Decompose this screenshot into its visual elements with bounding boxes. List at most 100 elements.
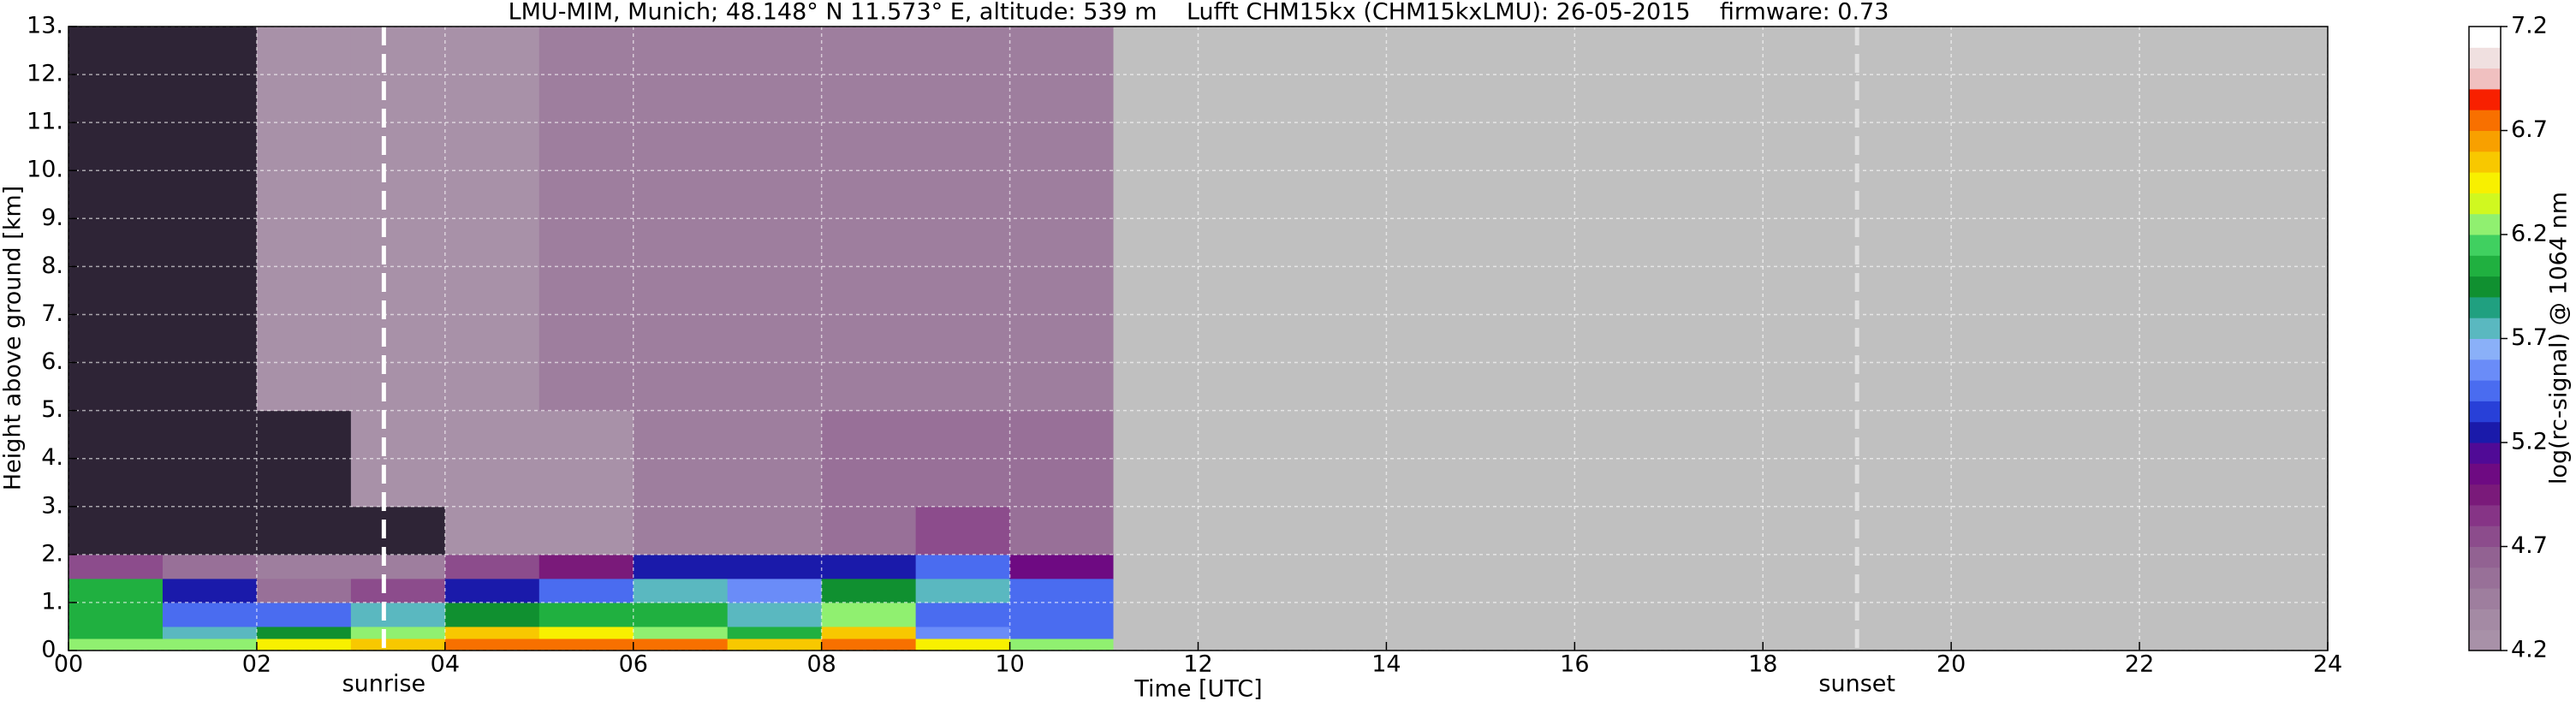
heat-cell — [350, 578, 446, 603]
colorbar-segment — [2469, 443, 2501, 464]
annotation-label: sunset — [1818, 671, 1895, 698]
colorbar-segment — [2469, 318, 2501, 339]
heat-cell — [538, 638, 634, 651]
heat-cell — [915, 578, 1011, 603]
heat-cell — [1009, 506, 1115, 556]
heat-cell — [444, 578, 540, 603]
heat-cell — [256, 578, 352, 603]
heat-cell — [444, 626, 540, 639]
no-data — [1113, 638, 2329, 651]
colorbar-tick-label: 5.7 — [2511, 324, 2548, 351]
heat-cell — [538, 506, 634, 556]
colorbar-segment — [2469, 463, 2501, 485]
x-tick-label: 00 — [54, 651, 83, 678]
heat-cell — [68, 602, 164, 627]
no-data — [1113, 578, 2329, 603]
y-tick-label: 5. — [41, 396, 63, 423]
heat-cell — [633, 506, 729, 556]
heat-cell — [633, 602, 729, 627]
y-tick-label: 13. — [27, 13, 63, 39]
heat-cell — [727, 638, 823, 651]
heat-cell — [821, 638, 917, 651]
colorbar-segment — [2469, 359, 2501, 381]
x-tick-label: 10 — [995, 651, 1024, 678]
colorbar-segment — [2469, 235, 2501, 256]
heat-cell — [821, 626, 917, 639]
heat-cell — [350, 602, 446, 627]
heat-cell — [162, 626, 258, 639]
heat-cell — [821, 506, 917, 556]
heat-cell — [633, 626, 729, 639]
heat-cell — [162, 578, 258, 603]
x-tick-label: 02 — [242, 651, 271, 678]
colorbar-segment — [2469, 193, 2501, 215]
colorbar-tick-label: 4.7 — [2511, 532, 2548, 559]
x-tick-label: 16 — [1560, 651, 1589, 678]
y-tick-label: 3. — [41, 492, 63, 519]
x-tick-label: 08 — [806, 651, 836, 678]
x-tick-label: 12 — [1183, 651, 1212, 678]
heat-cell — [538, 602, 634, 627]
y-tick-label: 12. — [27, 61, 63, 87]
heat-cell — [915, 602, 1011, 627]
no-data — [1113, 506, 2329, 556]
heat-cell — [444, 602, 540, 627]
y-tick-label: 10. — [27, 157, 63, 183]
heat-cell — [68, 626, 164, 639]
colorbar-segment — [2469, 47, 2501, 69]
heat-cell — [727, 626, 823, 639]
heat-cell — [350, 506, 446, 556]
no-data — [1113, 602, 2329, 627]
heat-cell — [915, 626, 1011, 639]
heat-cell — [1009, 638, 1115, 651]
heat-cell — [633, 578, 729, 603]
heat-cell — [821, 578, 917, 603]
colorbar-tick-label: 6.2 — [2511, 221, 2548, 247]
y-tick-label: 6. — [41, 348, 63, 375]
heat-cell — [915, 638, 1011, 651]
heat-cell — [633, 554, 729, 579]
y-tick-label: 2. — [41, 540, 63, 567]
y-tick-label: 8. — [41, 253, 63, 279]
chart-title: LMU-MIM, Munich; 48.148° N 11.573° E, al… — [509, 0, 1889, 26]
heat-cell — [68, 578, 164, 603]
heat-cell — [256, 626, 352, 639]
annotation-label: sunrise — [342, 671, 426, 698]
colorbar-segment — [2469, 401, 2501, 423]
heat-cell — [633, 638, 729, 651]
x-tick-label: 04 — [431, 651, 460, 678]
heat-cell — [350, 638, 446, 651]
heat-cell — [162, 602, 258, 627]
heat-cell — [68, 506, 164, 556]
y-tick-label: 4. — [41, 444, 63, 471]
heat-cell — [1009, 602, 1115, 627]
colorbar-segment — [2469, 504, 2501, 526]
colorbar-segment — [2469, 276, 2501, 298]
heat-cell — [350, 554, 446, 579]
x-tick-label: 20 — [1936, 651, 1966, 678]
colorbar-tick-label: 6.7 — [2511, 116, 2548, 143]
x-tick-label: 24 — [2313, 651, 2342, 678]
heat-cell — [256, 506, 352, 556]
colorbar-tick-label: 5.2 — [2511, 429, 2548, 455]
colorbar-segment — [2469, 609, 2501, 631]
heat-cell — [821, 602, 917, 627]
colorbar-segment — [2469, 68, 2501, 90]
heat-cell — [444, 638, 540, 651]
colorbar-segment — [2469, 255, 2501, 277]
colorbar-tick-label: 4.2 — [2511, 637, 2548, 663]
heat-cell — [821, 554, 917, 579]
colorbar-segment — [2469, 421, 2501, 443]
heat-cell — [538, 554, 634, 579]
colorbar-segment — [2469, 172, 2501, 193]
y-tick-label: 11. — [27, 109, 63, 135]
heat-cell — [727, 602, 823, 627]
heat-cell — [1009, 626, 1115, 639]
no-data — [1113, 626, 2329, 639]
heat-cell — [350, 626, 446, 639]
no-data — [1113, 554, 2329, 579]
colorbar-segment — [2469, 213, 2501, 235]
y-tick-label: 9. — [41, 205, 63, 231]
heat-cell — [1009, 578, 1115, 603]
colorbar-segment — [2469, 88, 2501, 110]
